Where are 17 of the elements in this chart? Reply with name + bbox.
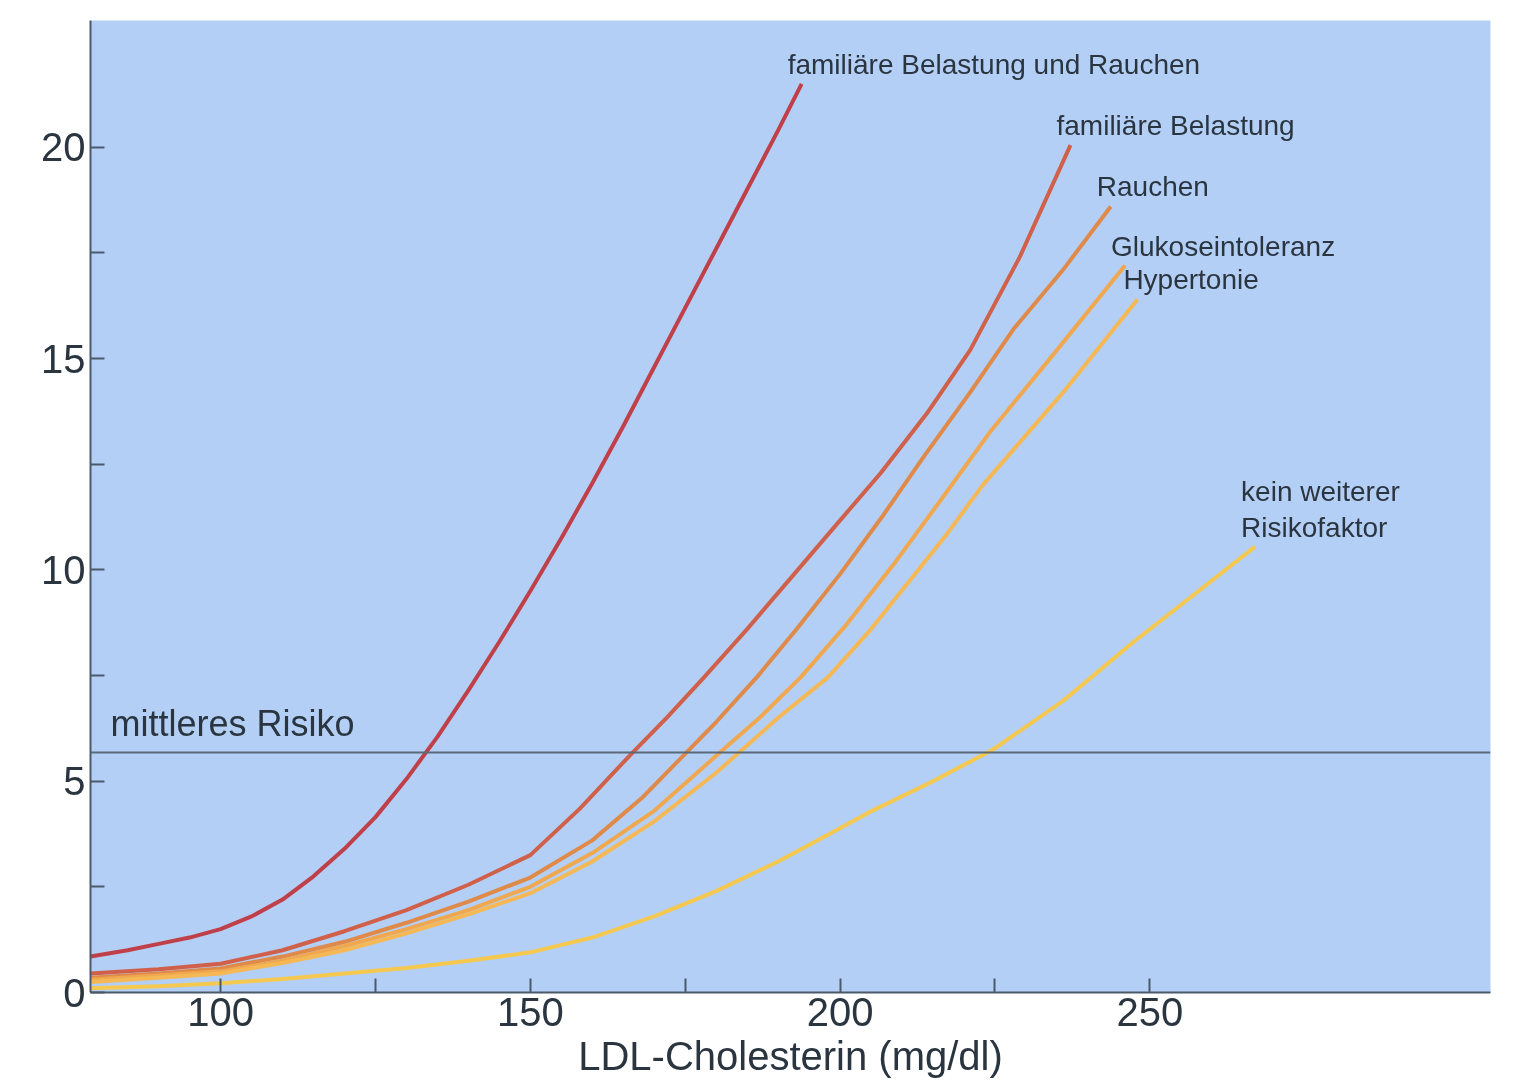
series-label: familiäre Belastung und Rauchen bbox=[787, 48, 1201, 80]
series-label: familiäre Belastung bbox=[1056, 110, 1295, 142]
y-tick-label: 15 bbox=[41, 336, 86, 381]
y-tick-label: 0 bbox=[63, 970, 86, 1015]
y-tick-label: 5 bbox=[63, 759, 86, 804]
x-tick-label: 200 bbox=[806, 989, 874, 1034]
x-tick-label: 100 bbox=[187, 989, 254, 1034]
ref-line-label: mittleres Risiko bbox=[110, 703, 355, 745]
x-axis-title: LDL-Cholesterin (mg/dl) bbox=[578, 1033, 1003, 1078]
x-tick-label: 150 bbox=[496, 989, 564, 1034]
series-label: Glukoseintoleranz bbox=[1111, 230, 1336, 262]
x-tick-label: 250 bbox=[1116, 989, 1184, 1034]
series-label: kein weiterer Risikofaktor bbox=[1241, 476, 1400, 543]
y-tick-label: 10 bbox=[41, 547, 86, 592]
series-label: Hypertonie bbox=[1123, 264, 1259, 296]
y-tick-label: 20 bbox=[41, 125, 86, 170]
series-label: Rauchen bbox=[1096, 171, 1209, 203]
